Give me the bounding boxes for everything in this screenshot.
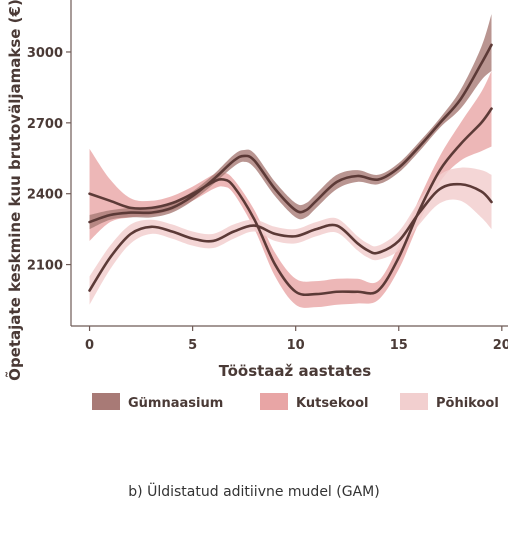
x-axis-title: Tööstaaž aastates: [219, 362, 372, 380]
x-tick-label-5: 5: [188, 338, 197, 353]
legend-label-kutsekool: Kutsekool: [296, 396, 368, 411]
y-tick-label-2400: 2400: [27, 188, 63, 203]
line-pohikool: [88, 182, 493, 292]
y-tick-label-2100: 2100: [27, 259, 63, 274]
x-tick-label-20: 20: [493, 338, 508, 353]
y-tick-label-3000: 3000: [27, 46, 63, 61]
axes: [70, 0, 508, 327]
line-gumnaasium: [88, 43, 493, 224]
line-kutsekool: [88, 107, 493, 297]
x-tick-label-0: 0: [85, 338, 94, 353]
band-gumnaasium: [89, 14, 492, 230]
legend: Gümnaasium Kutsekool Põhikool: [92, 393, 499, 411]
x-tick-label-10: 10: [287, 338, 305, 353]
legend-label-pohikool: Põhikool: [436, 396, 499, 411]
legend-swatch-kutsekool: [260, 393, 288, 410]
y-axis-title: Õpetajate keskmine kuu brutoväljamakse (…: [5, 0, 24, 381]
x-tick-label-15: 15: [390, 338, 408, 353]
figure-caption: b) Üldistatud aditiivne mudel (GAM): [128, 484, 380, 500]
legend-label-gumnaasium: Gümnaasium: [128, 396, 223, 411]
legend-swatch-gumnaasium: [92, 393, 120, 410]
fit-lines: [88, 43, 493, 297]
confidence-bands: [89, 14, 492, 308]
y-tick-label-2700: 2700: [27, 117, 63, 132]
ticks: 0 5 10 15 20 2100 2400 2700 3000: [27, 46, 508, 353]
legend-swatch-pohikool: [400, 393, 428, 410]
